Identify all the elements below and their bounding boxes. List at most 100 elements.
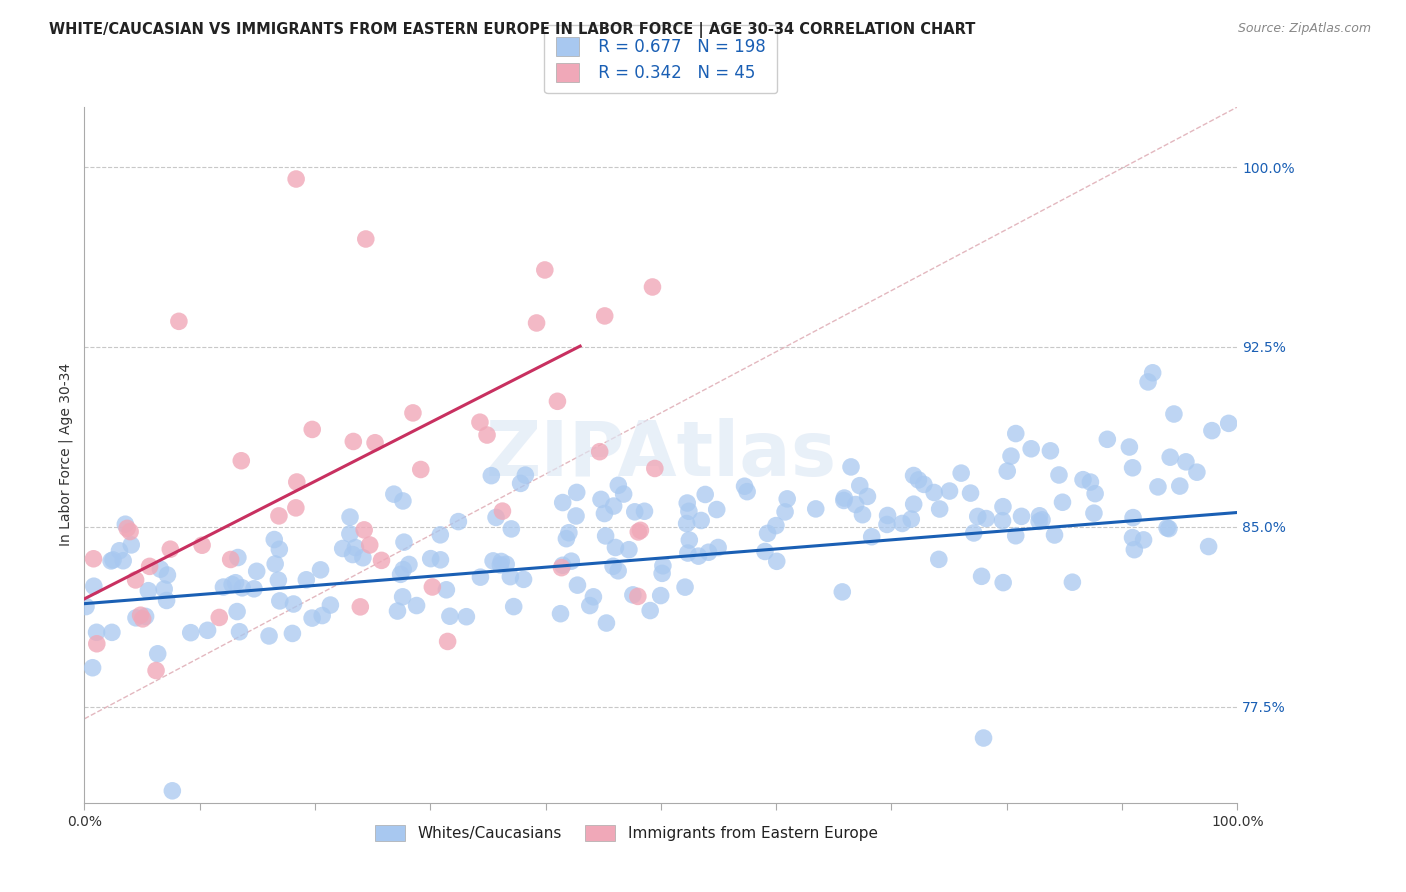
Point [673,580,696,594]
Point [1218,417,1240,431]
Point [1156,521,1178,535]
Point [75,599,97,614]
Point [389,567,412,582]
Point [706,502,728,516]
Point [602,559,624,574]
Point [995,464,1018,478]
Y-axis label: In Labor Force | Age 30-34: In Labor Force | Age 30-34 [59,363,73,547]
Point [482,554,505,568]
Point [301,422,323,436]
Point [86,625,108,640]
Point [1147,480,1170,494]
Point [1168,479,1191,493]
Point [974,511,997,525]
Point [1028,508,1050,523]
Point [876,517,898,532]
Point [550,607,572,621]
Point [197,624,219,638]
Point [114,517,136,532]
Point [651,566,673,581]
Point [1201,424,1223,438]
Point [849,478,872,492]
Point [950,466,973,480]
Point [567,578,589,592]
Point [555,532,578,546]
Text: ZIPAtlas: ZIPAtlas [485,418,837,491]
Point [352,550,374,565]
Point [1071,473,1094,487]
Point [180,625,202,640]
Point [1122,510,1144,524]
Point [851,508,873,522]
Point [773,505,796,519]
Point [754,544,776,558]
Point [551,495,574,509]
Point [501,522,523,536]
Point [349,599,371,614]
Point [225,575,247,590]
Point [387,604,409,618]
Point [993,575,1015,590]
Point [690,513,713,527]
Point [281,626,304,640]
Point [359,538,381,552]
Point [963,526,986,541]
Point [135,609,157,624]
Point [502,599,524,614]
Point [617,542,640,557]
Point [226,550,249,565]
Point [83,579,105,593]
Point [551,558,574,573]
Point [845,498,868,512]
Point [138,583,160,598]
Point [436,634,458,648]
Point [912,477,935,491]
Point [1004,529,1026,543]
Point [627,524,650,539]
Point [264,557,287,571]
Point [311,608,333,623]
Point [285,172,308,186]
Point [263,533,285,547]
Point [546,394,568,409]
Point [398,558,420,572]
Point [589,492,612,507]
Point [219,552,242,566]
Point [1000,449,1022,463]
Point [650,589,672,603]
Point [678,504,700,518]
Point [391,590,413,604]
Text: Source: ZipAtlas.com: Source: ZipAtlas.com [1237,22,1371,36]
Point [756,526,779,541]
Point [495,558,517,572]
Point [509,476,531,491]
Point [607,478,630,492]
Point [512,573,534,587]
Point [991,514,1014,528]
Point [267,573,290,587]
Point [339,526,361,541]
Point [100,554,122,568]
Point [339,510,361,524]
Point [364,435,387,450]
Point [676,496,699,510]
Point [243,582,266,596]
Point [928,552,950,566]
Point [309,563,332,577]
Point [479,468,502,483]
Point [832,493,855,508]
Point [342,434,364,449]
Legend: Whites/Caucasians, Immigrants from Eastern Europe: Whites/Caucasians, Immigrants from Easte… [368,819,884,847]
Point [191,538,214,552]
Point [966,509,988,524]
Point [153,582,176,596]
Point [678,533,700,547]
Point [804,502,827,516]
Point [1118,440,1140,454]
Point [628,524,651,538]
Point [285,475,308,489]
Point [735,484,758,499]
Point [593,309,616,323]
Point [1052,495,1074,509]
Point [354,232,377,246]
